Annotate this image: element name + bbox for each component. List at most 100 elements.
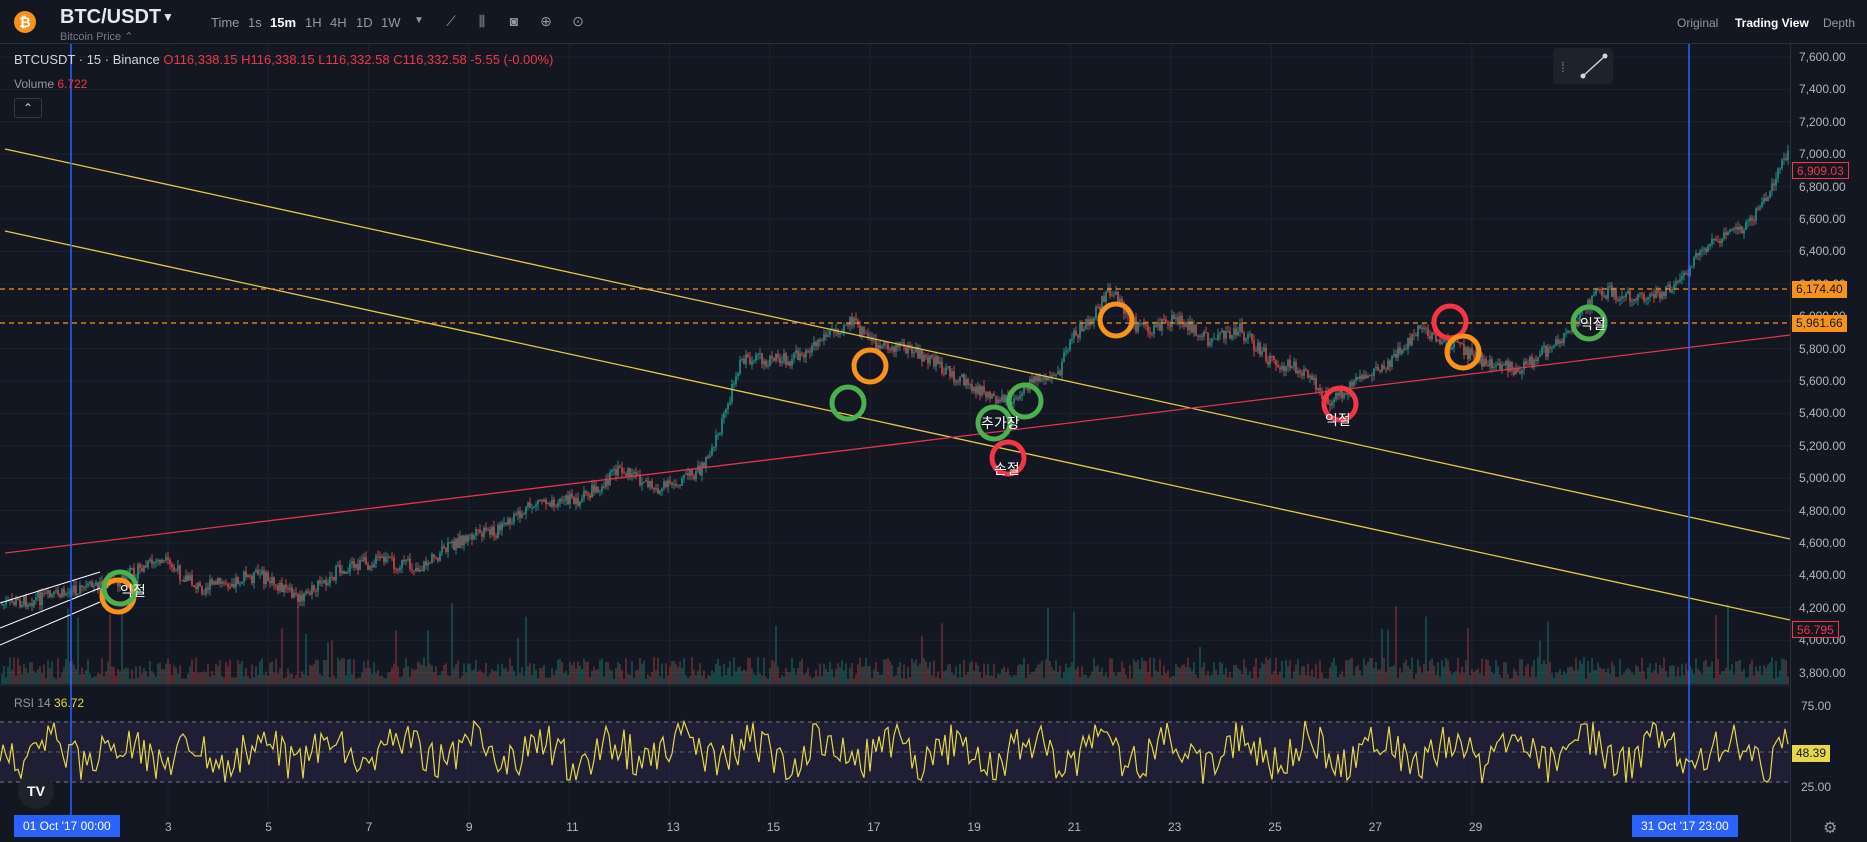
candle-body — [1061, 361, 1063, 376]
tf-time[interactable]: Time — [211, 15, 240, 30]
volume-bar — [1333, 657, 1335, 684]
candle-body — [1191, 321, 1193, 333]
volume-bar — [1779, 670, 1781, 684]
candle-body — [1151, 333, 1153, 335]
settings-icon[interactable]: ⊙ — [572, 13, 584, 29]
chart-grid — [0, 44, 1790, 815]
drawing-tool-panel[interactable]: ⁞ — [1553, 48, 1613, 84]
volume-bar — [1629, 669, 1631, 684]
candle-body — [441, 546, 443, 554]
volume-bar — [829, 661, 831, 684]
candle-body — [1779, 168, 1781, 170]
candle-body — [389, 556, 391, 558]
volume-bar — [551, 668, 553, 684]
candle-body — [1313, 377, 1315, 380]
candle-body — [541, 500, 543, 502]
volume-bar — [843, 670, 845, 684]
volume-bar — [985, 674, 987, 684]
candle-body — [495, 535, 497, 538]
tf-15m[interactable]: 15m — [270, 15, 297, 30]
volume-bar — [619, 663, 621, 684]
candle-body — [1765, 197, 1767, 202]
candle-body — [73, 585, 75, 593]
volume-bar — [933, 660, 935, 684]
candle-body — [1111, 295, 1113, 297]
candle-body — [1199, 335, 1201, 337]
tf-4h[interactable]: 4H — [330, 15, 347, 30]
volume-bar — [609, 669, 611, 684]
volume-bar — [701, 675, 703, 684]
volume-bar — [819, 663, 821, 684]
view-depth[interactable]: Depth — [1823, 16, 1856, 30]
tf-1s[interactable]: 1s — [248, 15, 262, 30]
candle-body — [123, 575, 125, 580]
price-axis[interactable]: 7,600.00 7,400.00 7,200.00 7,000.00 6,800.00… — [1790, 44, 1867, 842]
candle-body — [847, 324, 849, 326]
volume-bar — [471, 670, 473, 684]
volume-bar — [335, 678, 337, 684]
volume-bar — [377, 670, 379, 684]
more-timeframes-icon[interactable]: ▼ — [414, 15, 424, 26]
pair-dropdown-caret-icon[interactable]: ▼ — [162, 10, 174, 24]
volume-bar — [951, 672, 953, 684]
volume-bar — [1341, 671, 1343, 684]
tradingview-logo-icon[interactable]: TV — [18, 773, 54, 809]
volume-bar — [943, 671, 945, 684]
volume-bar — [1245, 667, 1247, 684]
tf-1d[interactable]: 1D — [356, 15, 373, 30]
volume-bar — [1457, 657, 1459, 684]
volume-bar — [765, 676, 767, 684]
pair-selector[interactable]: BTC/USDT — [60, 6, 162, 28]
candle-body — [1553, 345, 1555, 348]
volume-bar — [541, 667, 543, 684]
volume-bar — [1747, 676, 1749, 684]
volume-bar — [711, 670, 713, 684]
volume-bar — [327, 642, 329, 684]
collapse-legend-button[interactable]: ⌃ — [14, 98, 42, 118]
candle-body — [1663, 291, 1665, 297]
volume-bar — [171, 675, 173, 684]
candle-body — [713, 446, 715, 448]
tf-1w[interactable]: 1W — [381, 15, 401, 30]
volume-bar — [455, 664, 457, 684]
candle-body — [1187, 321, 1189, 331]
candle-body — [993, 393, 995, 397]
volume-bar — [1595, 669, 1597, 684]
camera-icon[interactable]: ◙ — [509, 13, 519, 29]
gear-icon[interactable]: ⚙ — [1823, 820, 1838, 837]
candle-body — [619, 466, 621, 468]
candle-type-icon[interactable]: ⫼ — [478, 13, 486, 29]
volume-bar — [1481, 658, 1483, 684]
volume-bar — [1179, 668, 1181, 684]
volume-bar — [1783, 658, 1785, 684]
candle-body — [189, 575, 191, 581]
volume-bar — [1421, 673, 1423, 684]
volume-bar — [461, 675, 463, 684]
volume-bar — [1213, 662, 1215, 684]
date-axis-label: 7 — [365, 820, 373, 834]
candle-body — [939, 361, 941, 365]
candle-body — [79, 585, 81, 594]
candle-body — [729, 401, 731, 404]
add-icon[interactable]: ⊕ — [540, 13, 552, 29]
volume-bar — [263, 674, 265, 684]
candle-body — [723, 413, 725, 419]
candle-body — [969, 384, 971, 386]
view-original[interactable]: Original — [1677, 16, 1719, 30]
candle-body — [577, 497, 579, 506]
volume-bar — [473, 669, 475, 684]
subtitle-text: Bitcoin Price — [60, 31, 122, 43]
indicator-chart-icon[interactable]: ⟋ — [446, 13, 456, 29]
candle-body — [87, 583, 89, 586]
candle-body — [819, 339, 821, 342]
candle-body — [805, 350, 807, 358]
volume-bar — [1015, 675, 1017, 684]
volume-bar — [767, 678, 769, 684]
candle-body — [675, 484, 677, 486]
tf-1h[interactable]: 1H — [305, 15, 322, 30]
volume-bar — [721, 676, 723, 684]
volume-bar — [999, 674, 1001, 684]
view-trading-view[interactable]: Trading View — [1735, 16, 1809, 30]
candle-body — [401, 559, 403, 568]
